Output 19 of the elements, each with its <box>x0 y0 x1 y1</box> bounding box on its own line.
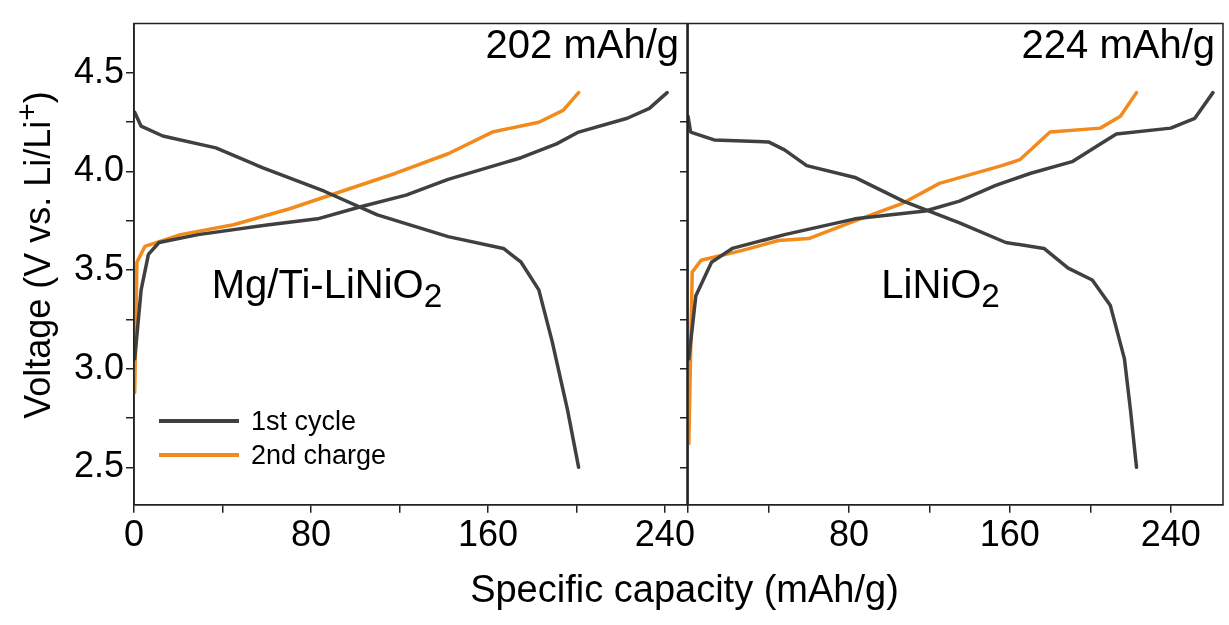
y-tick-label: 3.5 <box>74 247 125 289</box>
annotation: 202 mAh/g <box>485 22 679 67</box>
x-tick-label: 80 <box>828 513 869 555</box>
x-tick-label: 160 <box>979 513 1040 555</box>
y-tick-label: 4.0 <box>74 148 125 190</box>
legend-label: 1st cycle <box>251 405 357 437</box>
y-tick-label: 2.5 <box>74 444 125 486</box>
legend-label: 2nd charge <box>251 439 387 471</box>
x-tick-label: 240 <box>634 513 695 555</box>
x-tick-label: 160 <box>457 513 518 555</box>
x-tick-label: 240 <box>1140 513 1201 555</box>
x-tick-label: 80 <box>290 513 332 555</box>
annotation: Mg/Ti-LiNiO$_{2}$ <box>211 262 443 315</box>
annotation: LiNiO$_{2}$ <box>881 262 1000 315</box>
y-tick-label: 3.0 <box>74 345 125 387</box>
x-axis-title: Specific capacity (mAh/g) <box>469 568 900 611</box>
annotation: 224 mAh/g <box>1021 22 1215 67</box>
y-tick-label: 4.5 <box>74 49 125 91</box>
x-tick-label: 0 <box>124 513 145 555</box>
